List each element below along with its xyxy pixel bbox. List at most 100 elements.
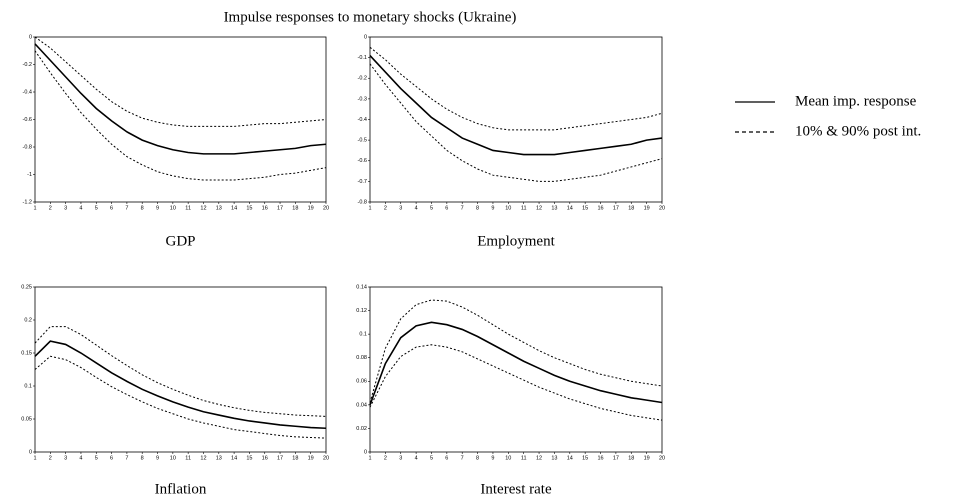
x-tick-label: 17	[613, 205, 619, 211]
x-tick-label: 12	[536, 455, 542, 461]
x-tick-label: 7	[461, 455, 464, 461]
band-line	[34, 36, 327, 127]
y-tick-label: -0.6	[358, 158, 367, 164]
x-tick-label: 2	[384, 205, 387, 211]
x-tick-label: 17	[613, 455, 619, 461]
plot-frame	[34, 286, 327, 453]
band-line	[34, 326, 327, 417]
x-tick-label: 13	[216, 205, 222, 211]
y-tick-label: -1	[27, 172, 32, 178]
x-tick-label: 13	[216, 455, 222, 461]
x-tick-label: 2	[49, 455, 52, 461]
x-tick-label: 18	[292, 455, 298, 461]
x-axis-label: GDP	[165, 233, 195, 249]
y-tick-label: 0.25	[21, 284, 32, 290]
x-axis-label: Employment	[477, 233, 555, 249]
y-tick-label: -0.7	[358, 179, 367, 185]
y-tick-label: 0	[364, 449, 367, 455]
x-tick-label: 19	[308, 455, 314, 461]
x-tick-label: 16	[597, 455, 603, 461]
x-tick-label: 5	[430, 455, 433, 461]
band-line	[369, 63, 663, 182]
x-tick-label: 3	[64, 205, 67, 211]
x-tick-label: 7	[461, 205, 464, 211]
plot-frame	[369, 286, 663, 453]
y-tick-label: -0.1	[358, 55, 367, 61]
x-tick-label: 20	[323, 205, 329, 211]
x-tick-label: 1	[368, 455, 371, 461]
y-tick-label: 0.1	[24, 383, 32, 389]
x-tick-label: 12	[200, 455, 206, 461]
y-tick-label: 0	[29, 34, 32, 40]
x-tick-label: 11	[185, 455, 191, 461]
x-tick-label: 7	[125, 455, 128, 461]
x-tick-label: 8	[476, 205, 479, 211]
legend-label: Mean imp. response	[795, 93, 917, 109]
x-tick-label: 10	[170, 455, 176, 461]
x-tick-label: 14	[231, 205, 237, 211]
x-tick-label: 17	[277, 455, 283, 461]
mean-line	[34, 43, 327, 155]
x-tick-label: 8	[476, 455, 479, 461]
x-tick-label: 8	[141, 455, 144, 461]
legend-label: 10% & 90% post int.	[795, 123, 921, 139]
x-tick-label: 16	[262, 455, 268, 461]
figure-title: Impulse responses to monetary shocks (Uk…	[224, 9, 517, 25]
x-tick-label: 6	[445, 205, 448, 211]
x-tick-label: 13	[551, 205, 557, 211]
x-tick-label: 9	[156, 205, 159, 211]
x-tick-label: 7	[125, 205, 128, 211]
y-tick-label: -0.4	[358, 117, 367, 123]
x-tick-label: 11	[521, 455, 527, 461]
y-tick-label: 0.1	[359, 332, 367, 338]
x-axis-label: Interest rate	[480, 481, 552, 497]
y-tick-label: -0.2	[358, 76, 367, 82]
y-tick-label: 0	[29, 449, 32, 455]
x-tick-label: 9	[156, 455, 159, 461]
x-tick-label: 12	[536, 205, 542, 211]
x-tick-label: 3	[64, 455, 67, 461]
y-tick-label: -0.8	[358, 199, 367, 205]
x-tick-label: 6	[110, 205, 113, 211]
x-tick-label: 10	[505, 205, 511, 211]
x-tick-label: 1	[368, 205, 371, 211]
x-tick-label: 4	[415, 455, 418, 461]
x-axis-label: Inflation	[155, 481, 207, 497]
x-tick-label: 5	[95, 205, 98, 211]
y-tick-label: -0.8	[23, 144, 32, 150]
x-tick-label: 14	[567, 205, 573, 211]
mean-line	[369, 55, 663, 156]
x-tick-label: 16	[262, 205, 268, 211]
x-tick-label: 17	[277, 205, 283, 211]
y-tick-label: -0.2	[23, 62, 32, 68]
x-tick-label: 12	[200, 205, 206, 211]
x-tick-label: 6	[445, 455, 448, 461]
x-tick-label: 11	[185, 205, 191, 211]
x-tick-label: 10	[170, 205, 176, 211]
x-tick-label: 6	[110, 455, 113, 461]
x-tick-label: 19	[644, 455, 650, 461]
plot-frame	[34, 36, 327, 203]
y-tick-label: 0.15	[21, 350, 32, 356]
x-tick-label: 8	[141, 205, 144, 211]
x-tick-label: 4	[79, 455, 82, 461]
x-tick-label: 4	[415, 205, 418, 211]
x-tick-label: 20	[323, 455, 329, 461]
y-tick-label: -1.2	[23, 199, 32, 205]
y-tick-label: -0.4	[23, 89, 32, 95]
x-tick-label: 9	[491, 205, 494, 211]
x-tick-label: 18	[292, 205, 298, 211]
y-tick-label: 0.12	[356, 308, 367, 314]
band-line	[369, 46, 663, 131]
plot-frame	[369, 36, 663, 203]
y-tick-label: -0.5	[358, 138, 367, 144]
x-tick-label: 9	[491, 455, 494, 461]
y-tick-label: 0.02	[356, 426, 367, 432]
x-tick-label: 15	[246, 455, 252, 461]
x-tick-label: 19	[308, 205, 314, 211]
band-line	[34, 50, 327, 181]
y-tick-label: 0.08	[356, 355, 367, 361]
x-tick-label: 20	[659, 455, 665, 461]
x-tick-label: 1	[33, 455, 36, 461]
mean-line	[369, 321, 663, 406]
